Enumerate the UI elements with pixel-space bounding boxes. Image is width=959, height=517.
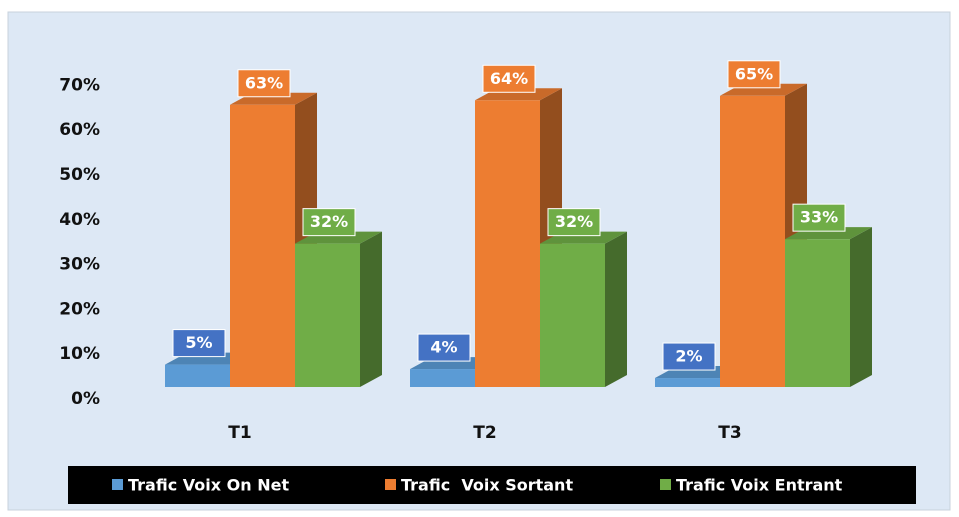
data-label-box xyxy=(482,64,536,93)
bar-side xyxy=(605,231,627,387)
bar xyxy=(230,104,295,387)
legend-label: Trafic Voix Entrant xyxy=(676,476,843,495)
bar xyxy=(165,364,230,387)
legend-swatch xyxy=(660,479,671,490)
data-label: 33% xyxy=(800,208,838,227)
data-label: 32% xyxy=(310,212,348,231)
data-label-box xyxy=(172,329,226,358)
y-tick-label: 20% xyxy=(59,299,100,319)
data-label-box xyxy=(792,203,846,232)
data-label-box xyxy=(547,208,601,237)
bar xyxy=(720,95,785,388)
legend-label: Trafic Voix Sortant xyxy=(401,476,573,495)
bar xyxy=(785,239,850,387)
data-label-box xyxy=(237,69,291,98)
y-tick-label: 10% xyxy=(59,344,100,364)
data-label: 65% xyxy=(735,64,773,83)
legend-swatch xyxy=(385,479,396,490)
data-label-box xyxy=(662,342,716,371)
legend-box xyxy=(68,466,916,504)
legend-label: Trafic Voix On Net xyxy=(128,476,289,495)
data-label: 63% xyxy=(245,73,283,92)
legend-swatch xyxy=(112,479,123,490)
x-tick-label: T1 xyxy=(228,423,251,443)
y-tick-label: 30% xyxy=(59,255,100,275)
data-label-box xyxy=(727,60,781,89)
bar xyxy=(475,100,540,387)
y-tick-label: 40% xyxy=(59,210,100,230)
bar-side xyxy=(850,227,872,387)
bar xyxy=(655,378,720,387)
y-tick-label: 70% xyxy=(59,75,100,95)
data-label: 64% xyxy=(490,69,528,88)
y-tick-label: 50% xyxy=(59,165,100,185)
data-label-box xyxy=(302,208,356,237)
x-tick-label: T2 xyxy=(473,423,496,443)
x-tick-label: T3 xyxy=(718,423,741,443)
data-label: 5% xyxy=(185,333,212,352)
bar xyxy=(540,243,605,387)
data-label: 4% xyxy=(430,338,457,357)
y-tick-label: 60% xyxy=(59,120,100,140)
bar xyxy=(410,369,475,387)
data-label: 32% xyxy=(555,212,593,231)
bar-side xyxy=(360,231,382,387)
data-label-box xyxy=(417,333,471,362)
data-label: 2% xyxy=(675,347,702,366)
bar xyxy=(295,243,360,387)
y-tick-label: 0% xyxy=(71,389,100,409)
